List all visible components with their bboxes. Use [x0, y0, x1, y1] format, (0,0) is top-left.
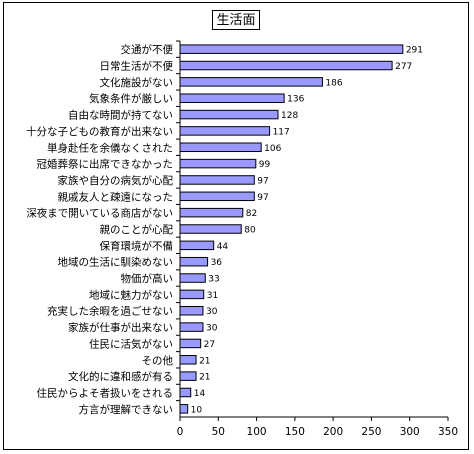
category-label-10: 親戚友人と疎遠になった — [58, 190, 174, 203]
bar-15 — [179, 273, 206, 283]
axes-group: 0 50 100 150 200 250 300 350 — [176, 40, 458, 438]
value-label-19: 27 — [204, 340, 215, 350]
value-label-9: 97 — [257, 176, 268, 186]
bar-2 — [179, 60, 393, 71]
value-label-15: 33 — [208, 275, 219, 285]
category-label-17: 充実した余暇を過ごせない — [47, 305, 173, 318]
bar-10 — [179, 191, 255, 202]
category-label-19: 住民に活気がない — [89, 337, 173, 350]
category-label-3: 文化施設がない — [100, 76, 174, 89]
category-label-15: 物価が高い — [121, 272, 174, 285]
value-label-5: 128 — [281, 111, 298, 121]
category-label-20: その他 — [142, 354, 174, 367]
category-label-6: 十分な子どもの教育が出来ない — [26, 125, 173, 138]
category-label-2: 日常生活が不便 — [100, 60, 174, 73]
category-label-16: 地域に魅力がない — [89, 288, 173, 301]
value-label-10: 97 — [257, 193, 268, 203]
value-labels-group: 2912771861361281171069997978280443633313… — [191, 46, 423, 416]
x-tick-label-7: 300 — [400, 426, 420, 438]
category-label-21: 文化的に違和感が有る — [68, 370, 173, 383]
bar-18 — [179, 322, 204, 332]
category-label-11: 深夜まで開いている商店がない — [26, 207, 173, 220]
category-labels-group: 交通が不便日常生活が不便文化施設がない気象条件が厳しい自由な時間が持てない十分な… — [26, 43, 173, 416]
bars-group — [179, 44, 404, 414]
bar-21 — [179, 371, 197, 381]
bar-6 — [179, 126, 271, 136]
x-tick-label-1: 0 — [177, 426, 184, 438]
value-label-22: 14 — [194, 389, 206, 399]
bar-11 — [179, 207, 244, 218]
bar-3 — [179, 77, 323, 87]
bar-22 — [179, 387, 192, 398]
category-label-1: 交通が不便 — [121, 43, 174, 56]
value-label-14: 36 — [211, 258, 223, 268]
x-tick-label-2: 50 — [212, 426, 225, 438]
bar-8 — [179, 158, 257, 169]
value-label-20: 21 — [199, 356, 210, 366]
value-label-7: 106 — [264, 144, 281, 154]
bar-7 — [179, 142, 262, 153]
value-label-2: 277 — [395, 62, 412, 72]
value-label-4: 136 — [287, 95, 304, 105]
category-label-4: 気象条件が厳しい — [89, 92, 173, 105]
value-label-3: 186 — [325, 78, 342, 88]
bar-23 — [179, 404, 189, 414]
value-label-6: 117 — [273, 127, 290, 137]
bar-12 — [179, 224, 242, 234]
value-label-8: 99 — [259, 160, 271, 170]
value-label-21: 21 — [199, 373, 210, 383]
category-label-13: 保育環境が不備 — [100, 239, 174, 252]
value-label-1: 291 — [406, 46, 423, 56]
value-label-18: 30 — [206, 324, 218, 334]
category-label-12: 親のことが心配 — [100, 223, 174, 236]
category-label-9: 家族や自分の病気が心配 — [58, 174, 174, 187]
x-tick-label-4: 150 — [285, 426, 305, 438]
x-tick-label-3: 100 — [247, 426, 267, 438]
bar-5 — [179, 109, 279, 120]
category-label-5: 自由な時間が持てない — [68, 109, 173, 122]
chart-title: 生活面 — [212, 10, 260, 30]
bar-4 — [179, 93, 285, 103]
category-label-18: 家族が仕事が出来ない — [68, 321, 173, 334]
value-label-11: 82 — [246, 209, 257, 219]
bar-16 — [179, 289, 205, 300]
bar-17 — [179, 305, 204, 316]
bar-19 — [179, 338, 202, 349]
category-label-7: 単身赴任を余儀なくされた — [47, 141, 173, 154]
x-tick-label-6: 250 — [361, 426, 381, 438]
x-tick-label-5: 200 — [323, 426, 343, 438]
category-label-14: 地域の生活に馴染めない — [58, 256, 174, 269]
bar-1 — [179, 44, 404, 54]
bar-14 — [179, 256, 209, 267]
bar-9 — [179, 175, 255, 185]
value-label-16: 31 — [207, 291, 218, 301]
category-label-23: 方言が理解できない — [79, 403, 174, 416]
value-label-12: 80 — [244, 226, 256, 236]
bar-20 — [179, 355, 197, 365]
value-label-17: 30 — [206, 307, 218, 317]
x-tick-label-8: 350 — [438, 426, 458, 438]
category-label-8: 冠婚葬祭に出席できなかった — [37, 158, 174, 171]
value-label-23: 10 — [191, 405, 203, 415]
category-label-22: 住民からよそ者扱いをされる — [37, 386, 174, 399]
bar-13 — [179, 240, 215, 251]
value-label-13: 44 — [217, 242, 229, 252]
